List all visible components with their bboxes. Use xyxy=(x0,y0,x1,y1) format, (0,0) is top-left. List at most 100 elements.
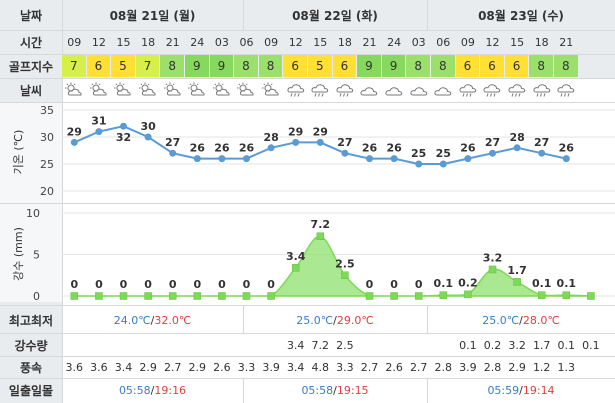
temperature-data-label: 26 xyxy=(239,142,255,155)
temperature-point xyxy=(538,149,546,157)
temperature-point xyxy=(243,155,250,163)
precipitation-axis-label: 강수 (mm) xyxy=(12,227,25,281)
temperature-data-label: 28 xyxy=(509,131,524,144)
temperature-data-label: 27 xyxy=(337,136,352,149)
precipitation-cell: 3.4 xyxy=(286,338,305,352)
precipitation-tick-label: 10 xyxy=(26,207,40,220)
temperature-data-label: 25 xyxy=(436,147,451,160)
precipitation-cell: 3.2 xyxy=(508,338,526,352)
label-weather: 날씨 xyxy=(0,78,62,102)
wind-speed-cell: 2.8 xyxy=(483,360,502,374)
partly-cloudy-icon xyxy=(185,78,210,102)
min-temp: 25.0℃ xyxy=(296,313,334,327)
time-cell: 15 xyxy=(313,35,328,49)
precipitation-data-label: 0 xyxy=(95,278,103,291)
time-cell: 21 xyxy=(362,35,377,49)
precipitation-point xyxy=(242,292,251,300)
precipitation-area xyxy=(74,235,591,297)
golf-index-cell: 6 xyxy=(332,55,357,77)
sunset-time: 19:15 xyxy=(336,384,369,397)
precipitation-data-label: 0 xyxy=(415,278,423,291)
wind-speed-cell: 2.7 xyxy=(409,360,428,374)
temperature-point xyxy=(218,155,226,163)
temperature-point xyxy=(464,155,472,163)
rain-icon xyxy=(308,78,333,102)
wind-speed-cell: 4.8 xyxy=(311,360,330,374)
rain-icon xyxy=(480,78,505,102)
precipitation-cell xyxy=(234,334,259,356)
time-cell: 12 xyxy=(288,35,303,49)
row-divider xyxy=(0,78,615,79)
wind-speed-cell: 2.9 xyxy=(139,360,157,374)
precipitation-point xyxy=(316,232,325,240)
temperature-data-label: 26 xyxy=(362,142,378,155)
column-divider xyxy=(62,0,63,403)
temperature-point xyxy=(562,155,570,163)
precipitation-point xyxy=(390,292,398,300)
precipitation-data-label: 2.5 xyxy=(335,257,355,270)
day-divider xyxy=(243,0,244,30)
precipitation-data-label: 0 xyxy=(366,278,374,291)
temperature-data-label: 29 xyxy=(313,125,328,138)
temperature-data-label: 29 xyxy=(288,125,303,138)
wind-speed-cell: 3.6 xyxy=(65,360,84,374)
chart-label-background xyxy=(0,102,62,302)
partly-cloudy-icon xyxy=(234,78,259,102)
wind-speed-cell: 1.3 xyxy=(557,360,576,374)
precipitation-point xyxy=(562,291,571,299)
temperature-tick-label: 35 xyxy=(40,104,54,117)
temperature-data-label: 30 xyxy=(140,120,156,133)
row-divider xyxy=(0,356,615,357)
wind-speed-cell: 3.4 xyxy=(286,360,305,374)
min-max-day-2: 25.0℃/29.0℃ xyxy=(243,308,427,332)
label-precipitation: 강수량 xyxy=(0,334,62,356)
wind-speed-cell: 3.9 xyxy=(262,360,280,374)
day-divider xyxy=(243,378,244,403)
row-divider xyxy=(0,203,615,204)
day-header-2: 08월 22일 (화) xyxy=(292,8,378,23)
precipitation-cell xyxy=(431,334,456,356)
wind-speed-cell: 2.7 xyxy=(163,360,182,374)
golf-index-cell: 9 xyxy=(185,55,209,77)
precipitation-point xyxy=(464,290,472,299)
precipitation-cell: 0.2 xyxy=(483,338,502,352)
max-temp: 28.0℃ xyxy=(522,313,560,327)
precipitation-point xyxy=(267,292,275,300)
precipitation-cell xyxy=(136,334,161,356)
partly-cloudy-icon xyxy=(210,78,235,102)
temperature-point xyxy=(366,155,373,163)
precipitation-data-label: 0.1 xyxy=(434,277,454,290)
precipitation-cell xyxy=(210,334,235,356)
precipitation-data-label: 0 xyxy=(144,278,152,291)
max-temp: 32.0℃ xyxy=(154,313,192,327)
temperature-data-label: 25 xyxy=(411,147,426,160)
time-cell: 09 xyxy=(264,35,279,49)
temperature-data-label: 32 xyxy=(116,131,131,144)
separator: / xyxy=(150,313,155,327)
precipitation-point xyxy=(218,292,226,300)
label-time: 시간 xyxy=(0,30,62,54)
precipitation-cell xyxy=(160,334,185,356)
min-max-day-1: 24.0℃/32.0℃ xyxy=(62,308,243,332)
day-divider xyxy=(427,0,428,30)
label-date: 날짜 xyxy=(0,0,62,30)
golf-index-cell: 9 xyxy=(357,55,381,77)
precipitation-cell xyxy=(185,334,210,356)
rain-icon xyxy=(554,78,579,102)
rain-icon xyxy=(505,78,530,102)
precipitation-tick-label: 0 xyxy=(33,290,40,303)
min-max-day-3: 25.0℃/28.0℃ xyxy=(427,308,615,332)
time-cell: 06 xyxy=(239,35,254,49)
precipitation-data-label: 3.2 xyxy=(483,251,503,264)
temperature-tick-label: 25 xyxy=(40,158,54,171)
time-cell: 03 xyxy=(214,35,229,49)
golf-index-cell: 8 xyxy=(431,55,455,77)
precipitation-cell: 1.7 xyxy=(532,338,551,352)
time-cell: 12 xyxy=(91,35,106,49)
golf-index-cell: 6 xyxy=(283,55,307,77)
temperature-point xyxy=(341,149,349,157)
precipitation-point xyxy=(193,292,202,300)
time-cell: 03 xyxy=(411,35,426,49)
precipitation-point xyxy=(513,278,521,286)
